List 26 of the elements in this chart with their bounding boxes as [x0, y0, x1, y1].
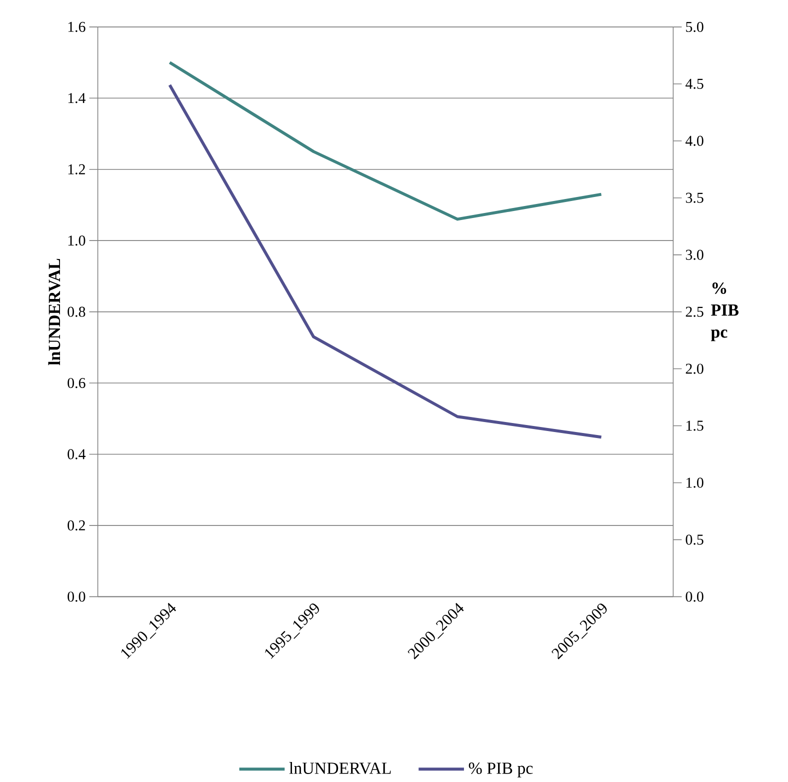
- y-tick-label: 1.4: [68, 92, 86, 104]
- legend-label: % PIB pc: [468, 762, 533, 778]
- y-tick-label: 0.4: [68, 449, 86, 460]
- y2-tick-label: 0.0: [686, 591, 704, 602]
- y-tick-label: 1.2: [68, 164, 85, 174]
- y2-tick-label: 1.0: [686, 477, 704, 488]
- y-tick-label: 0.0: [68, 591, 86, 602]
- y-tick-label: 1.0: [68, 235, 86, 246]
- line-series: [168, 60, 603, 221]
- y-tick-label: 1.6: [68, 22, 86, 32]
- y2-tick-label: 0.5: [686, 534, 704, 545]
- y2-tick-label: 5.0: [686, 22, 704, 32]
- y2-tick-label: 2.0: [686, 364, 704, 374]
- y-tick-label: 0.6: [68, 378, 86, 388]
- y-tick-label: 0.2: [68, 520, 85, 530]
- y2-axis-title: % PIB pc: [710, 282, 739, 341]
- y2-tick-label: 4.0: [686, 136, 704, 146]
- y2-tick-label: 3.0: [686, 250, 704, 260]
- line-series: [168, 83, 603, 438]
- y-tick-label: 0.8: [68, 306, 86, 317]
- y2-tick-label: 3.5: [686, 192, 704, 203]
- y2-tick-label: 2.5: [686, 306, 704, 317]
- y2-tick-label: 1.5: [686, 420, 704, 431]
- legend-label: lnUNDERVAL: [289, 762, 391, 774]
- y2-tick-label: 4.5: [686, 78, 704, 89]
- y-axis-title: lnUNDERVAL: [48, 258, 60, 365]
